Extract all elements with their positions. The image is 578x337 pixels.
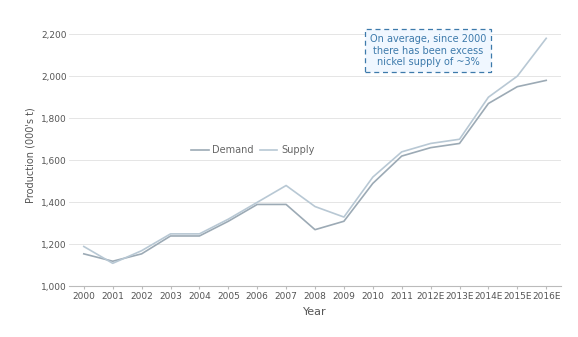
Demand [543,78,550,82]
Demand [369,181,376,185]
Demand [138,252,145,256]
Supply [456,137,463,141]
Demand [456,142,463,146]
Supply [283,183,290,187]
Demand [398,154,405,158]
X-axis label: Year: Year [303,307,327,316]
Supply [427,142,434,146]
Supply [543,36,550,40]
Demand [109,259,116,263]
Demand [283,203,290,207]
Supply [485,95,492,99]
Demand [427,146,434,150]
Demand [340,219,347,223]
Demand [196,234,203,238]
Supply [514,74,521,78]
Supply [225,217,232,221]
Supply [369,175,376,179]
Demand [167,234,174,238]
Demand [225,219,232,223]
Supply [398,150,405,154]
Demand [254,203,261,207]
Line: Demand: Demand [84,80,546,261]
Supply [196,232,203,236]
Legend: Demand, Supply: Demand, Supply [187,142,318,159]
Supply [254,200,261,204]
Supply [167,232,174,236]
Demand [485,101,492,105]
Demand [80,252,87,256]
Supply [340,215,347,219]
Supply [312,205,318,209]
Y-axis label: Production (000's t): Production (000's t) [25,107,35,203]
Demand [514,85,521,89]
Supply [80,244,87,248]
Text: On average, since 2000
there has been excess
nickel supply of ~3%: On average, since 2000 there has been ex… [370,34,486,67]
Supply [138,249,145,253]
Supply [109,261,116,265]
Line: Supply: Supply [84,38,546,263]
Demand [312,228,318,232]
